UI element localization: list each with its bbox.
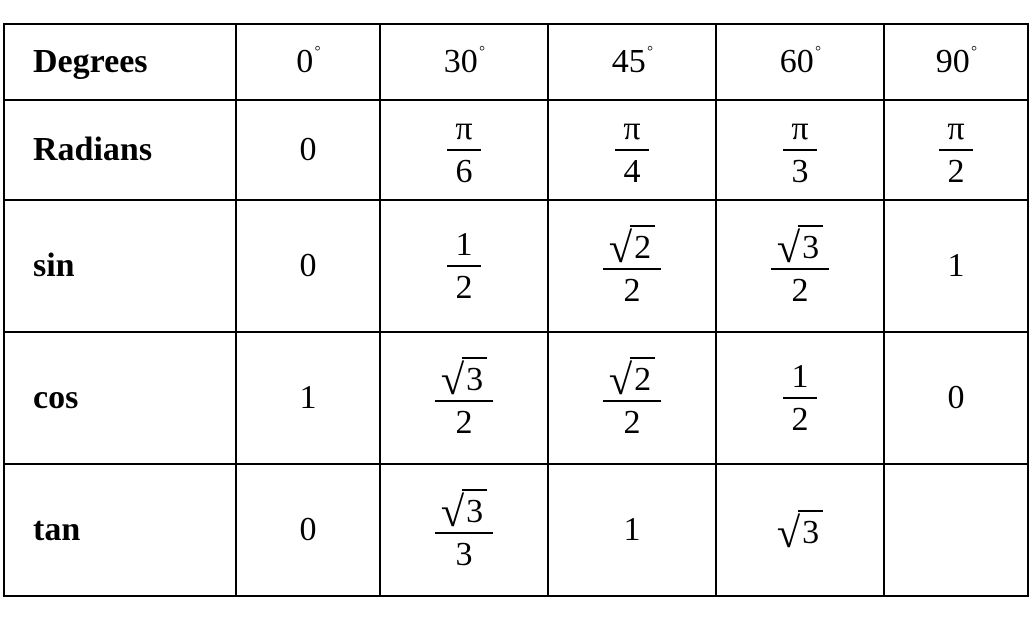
cell: 12: [380, 200, 548, 332]
cell: [884, 464, 1028, 596]
cell: √3: [716, 464, 884, 596]
table-row: Degrees0◦30◦45◦60◦90◦: [4, 24, 1028, 100]
table-row: tan0√331√3: [4, 464, 1028, 596]
cell: √32: [380, 332, 548, 464]
cell: 0: [236, 464, 380, 596]
cell: π3: [716, 100, 884, 200]
cell: 0: [236, 200, 380, 332]
table-row: Radians0π6π4π3π2: [4, 100, 1028, 200]
cell: 0: [884, 332, 1028, 464]
cell: 0◦: [236, 24, 380, 100]
trig-table-body: Degrees0◦30◦45◦60◦90◦Radians0π6π4π3π2sin…: [4, 24, 1028, 596]
cell: √32: [716, 200, 884, 332]
row-header: Degrees: [4, 24, 236, 100]
trig-values-table: Degrees0◦30◦45◦60◦90◦Radians0π6π4π3π2sin…: [3, 23, 1029, 597]
cell: π2: [884, 100, 1028, 200]
row-header: sin: [4, 200, 236, 332]
cell: 30◦: [380, 24, 548, 100]
cell: 12: [716, 332, 884, 464]
row-header: tan: [4, 464, 236, 596]
row-header: Radians: [4, 100, 236, 200]
table-row: sin012√22√321: [4, 200, 1028, 332]
row-header: cos: [4, 332, 236, 464]
cell: 1: [548, 464, 716, 596]
cell: π6: [380, 100, 548, 200]
table-row: cos1√32√22120: [4, 332, 1028, 464]
cell: √22: [548, 200, 716, 332]
cell: √33: [380, 464, 548, 596]
cell: π4: [548, 100, 716, 200]
cell: 60◦: [716, 24, 884, 100]
cell: 90◦: [884, 24, 1028, 100]
cell: √22: [548, 332, 716, 464]
cell: 0: [236, 100, 380, 200]
cell: 1: [236, 332, 380, 464]
cell: 45◦: [548, 24, 716, 100]
cell: 1: [884, 200, 1028, 332]
